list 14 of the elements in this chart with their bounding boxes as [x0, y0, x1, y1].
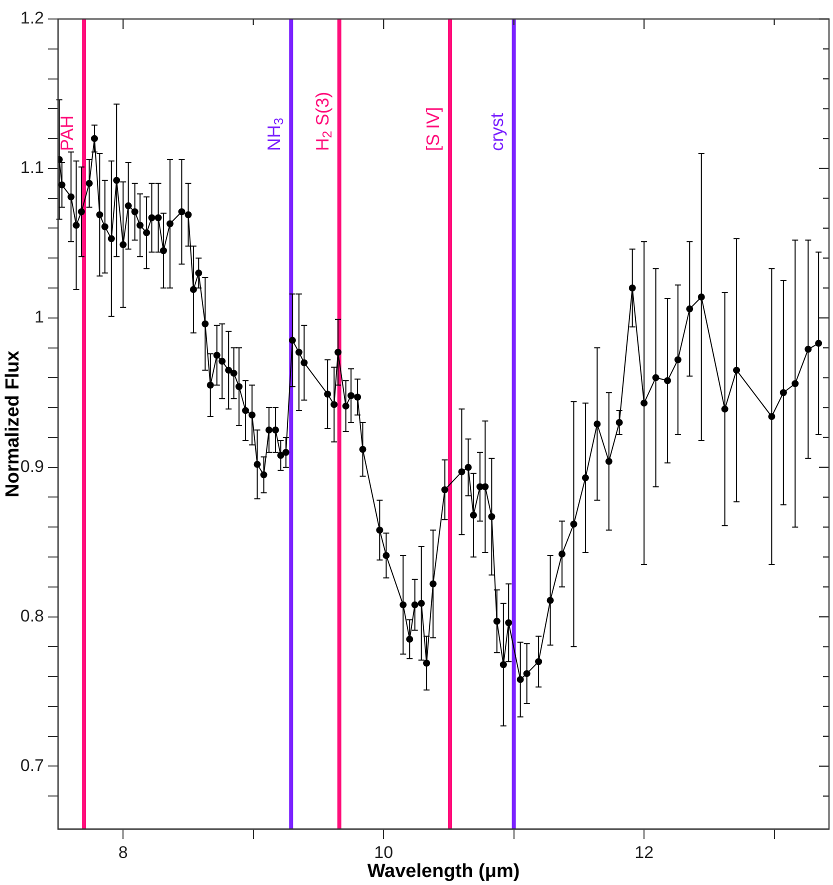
ref-line-label: H2 S(3)	[312, 92, 334, 151]
x-tick-label: 12	[634, 842, 654, 862]
y-tick-label: 1.1	[20, 158, 44, 178]
y-tick-label: 0.7	[20, 756, 44, 775]
y-tick-label: 1.2	[20, 8, 44, 28]
x-tick-label: 8	[118, 842, 128, 862]
y-tick-label: 1	[34, 308, 44, 327]
ref-line-label: [S IV]	[423, 106, 444, 151]
ref-line-label: cryst	[486, 113, 507, 151]
x-axis-title: Wavelength (μm)	[367, 860, 520, 882]
ref-line-label: NH3	[264, 118, 286, 151]
x-tick-label: 10	[374, 842, 394, 862]
y-tick-label: 0.8	[20, 606, 44, 626]
ref-line-label: PAH	[57, 115, 78, 151]
